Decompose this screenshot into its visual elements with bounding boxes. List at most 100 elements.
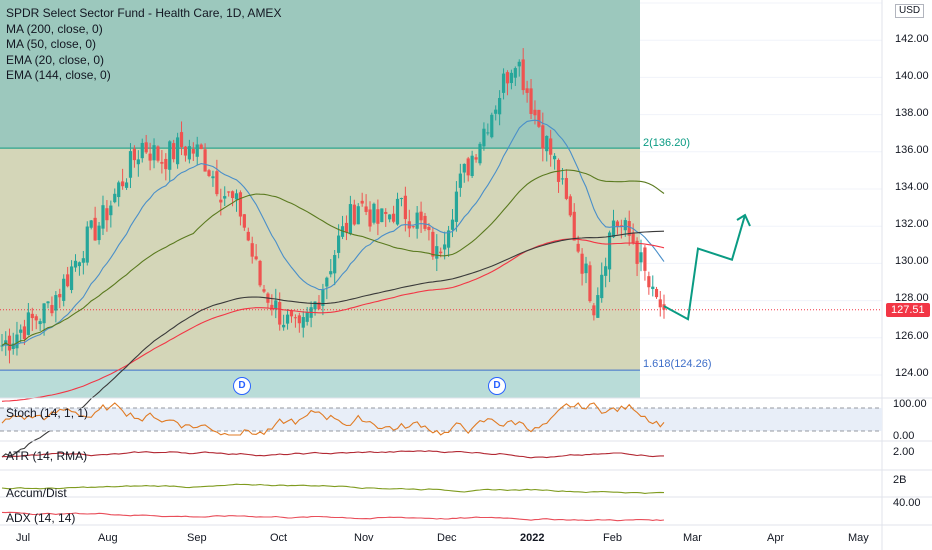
candle-body	[164, 158, 168, 170]
y-tick-label: 126.00	[895, 330, 929, 342]
indicator-ma50[interactable]: MA (50, close, 0)	[6, 37, 97, 51]
indicator-ema20[interactable]: EMA (20, close, 0)	[6, 52, 105, 67]
candle-body	[132, 148, 136, 161]
candle-body	[66, 274, 70, 287]
accum-pane-label[interactable]: Accum/Dist	[6, 486, 67, 500]
candle-body	[423, 215, 427, 229]
candle-body	[242, 214, 246, 228]
candle-body	[297, 315, 301, 324]
ema144-line	[1, 238, 665, 402]
x-tick-label: Feb	[603, 532, 622, 544]
candle-body	[631, 232, 635, 244]
candle-body	[647, 276, 651, 288]
candle-body	[399, 198, 404, 200]
candle-body	[183, 146, 188, 156]
candle-body	[254, 256, 258, 260]
dividend-badge[interactable]: D	[488, 377, 506, 395]
candle-body	[93, 217, 97, 241]
candle-body	[11, 343, 15, 349]
candle-body	[58, 293, 62, 298]
candle-body	[348, 204, 352, 235]
candle-body	[478, 143, 482, 164]
candle-body	[168, 141, 172, 170]
dividend-badge[interactable]: D	[233, 377, 251, 395]
candle-body	[517, 61, 521, 67]
candle-body	[454, 191, 459, 222]
stoch-tick: 100.00	[893, 398, 927, 410]
candle-body	[446, 230, 451, 248]
candle-body	[344, 222, 349, 233]
x-tick-label: Apr	[767, 532, 785, 544]
candle-body	[160, 162, 164, 164]
candle-body	[372, 203, 376, 223]
candle-body	[486, 132, 490, 134]
candle-body	[654, 288, 659, 298]
candle-body	[7, 335, 12, 351]
atr-pane-label[interactable]: ATR (14, RMA)	[6, 449, 88, 463]
candle-body	[117, 182, 121, 198]
x-tick-label: May	[848, 532, 869, 544]
candle-body	[411, 226, 415, 228]
candle-body	[301, 317, 305, 328]
candle-body	[230, 191, 235, 199]
lower-fib-zone	[0, 370, 640, 398]
candle-body	[490, 114, 494, 138]
upper-fib-zone	[0, 0, 640, 149]
candle-body	[474, 157, 478, 160]
candle-body	[289, 310, 294, 317]
candle-body	[596, 295, 600, 318]
atr-tick: 2.00	[893, 446, 915, 458]
candle-body	[203, 149, 207, 172]
candle-body	[121, 181, 125, 187]
candle-body	[658, 299, 662, 308]
candle-body	[136, 159, 140, 165]
candle-body	[600, 274, 604, 299]
candle-body	[148, 153, 152, 161]
indicator-ema144[interactable]: EMA (144, close, 0)	[6, 68, 111, 82]
x-tick-label: Dec	[437, 532, 457, 544]
candle-body	[313, 301, 317, 310]
candle-body	[470, 155, 474, 177]
candle-body	[234, 193, 239, 200]
candle-body	[501, 73, 506, 93]
candle-body	[175, 137, 180, 165]
candle-body	[69, 266, 74, 290]
candle-body	[553, 155, 557, 160]
fib-lower-label: 1.618(124.26)	[643, 358, 712, 370]
adx-pane-label[interactable]: ADX (14, 14)	[6, 511, 76, 525]
accum-tick: 2B	[893, 474, 907, 486]
candle-body	[15, 334, 19, 349]
candle-body	[270, 304, 274, 310]
y-tick-label: 134.00	[895, 181, 929, 193]
candle-body	[152, 145, 156, 161]
candle-body	[282, 324, 286, 328]
candle-body	[223, 196, 227, 199]
candle-body	[278, 302, 282, 325]
candle-body	[509, 72, 514, 84]
candle-body	[384, 211, 388, 214]
candle-body	[34, 316, 38, 321]
candle-body	[415, 212, 419, 229]
candle-body	[498, 97, 502, 115]
mid-fib-zone	[0, 148, 640, 371]
candle-body	[54, 295, 58, 311]
stoch-pane-label[interactable]: Stoch (14, 1, 1)	[6, 406, 89, 420]
candle-body	[156, 146, 160, 161]
indicator-ma200[interactable]: MA (200, close, 0)	[6, 21, 103, 36]
x-tick-label: 2022	[520, 532, 545, 544]
candle-body	[352, 204, 356, 225]
x-tick-label: Aug	[98, 532, 118, 544]
candle-body	[627, 221, 631, 236]
candle-body	[211, 176, 215, 179]
candle-body	[568, 196, 572, 216]
y-tick-label: 124.00	[895, 367, 929, 379]
candle-body	[105, 208, 109, 221]
y-tick-label: 136.00	[895, 144, 929, 156]
candle-body	[337, 235, 341, 253]
candle-body	[395, 198, 400, 225]
candle-body	[360, 200, 364, 204]
candle-body	[46, 301, 50, 304]
currency-label[interactable]: USD	[895, 4, 925, 18]
candle-body	[541, 125, 545, 149]
candle-body	[435, 246, 439, 259]
